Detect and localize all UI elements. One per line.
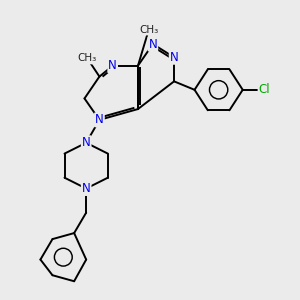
Text: CH₃: CH₃ (139, 25, 158, 34)
Text: N: N (148, 38, 157, 50)
Text: N: N (82, 182, 91, 195)
Text: N: N (82, 136, 91, 149)
Text: Cl: Cl (259, 83, 270, 96)
Text: N: N (108, 59, 117, 72)
Text: N: N (95, 113, 104, 126)
Text: N: N (170, 51, 178, 64)
Text: CH₃: CH₃ (78, 53, 97, 64)
